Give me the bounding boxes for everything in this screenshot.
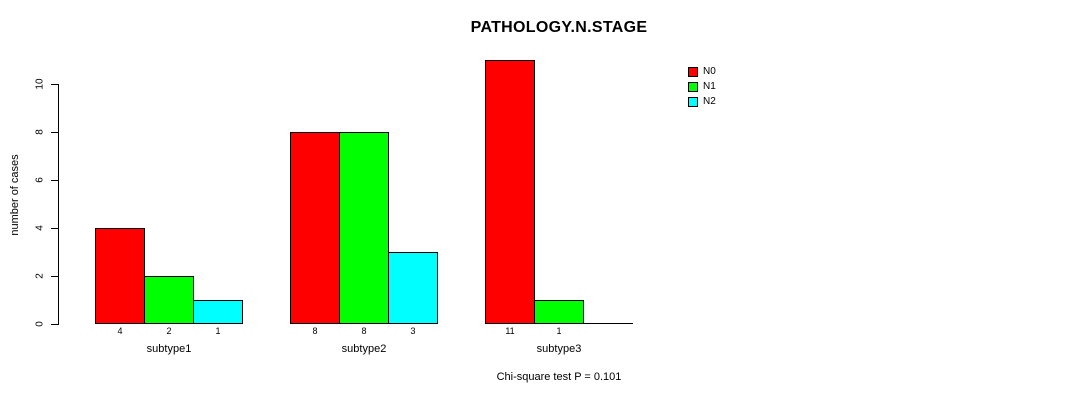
legend-swatch-n0 <box>688 67 698 77</box>
y-tick <box>51 180 58 181</box>
y-tick <box>51 228 58 229</box>
bar-n0-subtype1 <box>95 228 145 324</box>
x-category-label-subtype1: subtype1 <box>146 343 192 355</box>
y-axis-label: number of cases <box>9 154 21 236</box>
bar-n1-subtype2 <box>339 132 389 324</box>
y-tick <box>51 132 58 133</box>
bar-value-label: 11 <box>505 326 515 336</box>
bar-n1-subtype3 <box>534 300 584 324</box>
y-tick <box>51 276 58 277</box>
bar-n1-subtype1 <box>144 276 194 324</box>
y-tick-label: 6 <box>34 177 46 183</box>
x-category-label-subtype2: subtype2 <box>341 343 387 355</box>
legend-label-n2: N2 <box>703 96 716 107</box>
bar-n2-subtype2 <box>388 252 438 324</box>
bar-value-label: 8 <box>312 326 318 336</box>
chi-square-annotation: Chi-square test P = 0.101 <box>496 371 622 383</box>
y-tick-label: 8 <box>34 129 46 135</box>
legend-swatch-n1 <box>688 82 698 92</box>
bar-value-label: 8 <box>361 326 367 336</box>
bar-value-label: 2 <box>166 326 172 336</box>
x-category-label-subtype3: subtype3 <box>536 343 582 355</box>
chart-title: PATHOLOGY.N.STAGE <box>470 19 648 36</box>
legend-swatch-n2 <box>688 97 698 107</box>
bar-n2-subtype3 <box>583 323 633 324</box>
legend-label-n0: N0 <box>703 66 716 77</box>
y-axis-line <box>58 84 59 325</box>
y-tick-label: 10 <box>34 78 46 90</box>
bar-n2-subtype1 <box>193 300 243 324</box>
y-tick-label: 4 <box>34 225 46 231</box>
bar-value-label: 4 <box>117 326 123 336</box>
legend-label-n1: N1 <box>703 81 716 92</box>
bar-value-label: 1 <box>556 326 562 336</box>
bar-value-label: 3 <box>410 326 416 336</box>
y-tick-label: 2 <box>34 273 46 279</box>
bar-value-label: 1 <box>215 326 221 336</box>
bar-n0-subtype2 <box>290 132 340 324</box>
y-tick-label: 0 <box>34 321 46 327</box>
bar-n0-subtype3 <box>485 60 535 324</box>
y-tick <box>51 84 58 85</box>
y-tick <box>51 324 58 325</box>
